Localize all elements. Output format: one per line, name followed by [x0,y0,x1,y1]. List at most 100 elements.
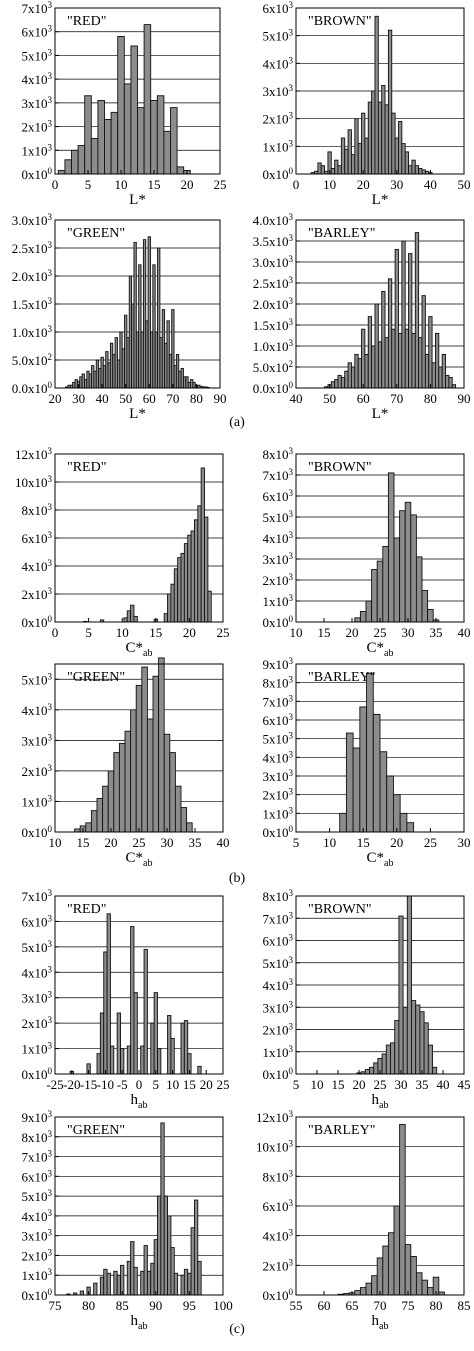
chart-panel-7: 0x100 1x103 2x103 3x103 4x103 5x103 10 15 20 25 30… [22,657,230,869]
histogram-bar [357,143,362,175]
y-tick-label: 5x103 [263,955,294,971]
x-axis-label: L* [372,406,389,422]
y-tick-label: 5.0x102 [253,359,293,375]
y-tick-label: 2x103 [263,1022,294,1038]
histogram-bar [445,374,450,389]
histogram-bar [354,1290,361,1296]
y-tick-label: 4x103 [263,55,294,71]
histogram-bar [106,1272,111,1296]
x-tick-label: 45 [458,1077,471,1092]
histogram-bar [150,1022,155,1075]
histogram-bar [399,812,408,833]
x-tick-label: -20 [63,1077,80,1092]
histogram-bar [404,501,412,623]
histogram-bar [384,337,389,389]
x-tick-label: 10 [323,177,336,192]
histogram-bar [399,510,406,623]
histogram-bar [371,569,378,623]
y-tick-label: 3.5x103 [253,233,294,249]
histogram-bar [130,604,135,623]
histogram-bar [317,162,322,175]
histogram-bar [404,151,410,175]
x-tick-label: 20 [353,1077,366,1092]
x-tick-label: -10 [97,1077,114,1092]
x-tick-label: 75 [402,1298,415,1313]
histogram-bar [414,165,420,175]
plot-frame [54,7,221,175]
histogram-bar [113,752,120,833]
histogram-bar [398,120,403,175]
x-tick-label: 40 [437,1077,450,1092]
histogram-bar [137,107,145,175]
histogram-bar [186,822,193,833]
histogram-bar [381,85,386,175]
y-tick-label: 4.0x103 [253,212,294,228]
y-tick-label: 2x103 [22,763,53,779]
histogram-bar [180,807,188,833]
x-tick-label: 40 [217,835,230,850]
y-tick-label: 6x103 [22,530,53,546]
y-tick-label: 6x103 [263,488,294,504]
y-tick-label: 6x103 [263,933,294,949]
y-tick-label: 10x103 [256,1139,294,1155]
histogram-bar [173,1272,179,1296]
x-tick-label: 20 [181,177,194,192]
x-tick-label: 70 [390,391,403,406]
y-tick-label: 8x103 [263,446,294,462]
chart-title: "BROWN" [308,460,372,475]
histogram-bar [344,148,349,175]
chart-title: "RED" [67,460,106,475]
histogram-bar [382,1245,389,1296]
histogram-bar [170,1247,175,1296]
x-axis-label: C*ab [367,640,394,659]
histogram-bar [401,240,406,389]
histogram-bar [107,770,115,833]
y-tick-label: 0x100 [22,166,53,182]
histogram-bar [150,100,158,175]
y-tick-label: 0x100 [263,614,294,630]
histogram-bar [143,24,152,175]
y-tick-label: 2x103 [263,572,294,588]
x-tick-label: 25 [424,835,437,850]
histogram-bar [382,545,389,623]
histogram-bar [163,130,171,175]
histogram-bar [408,165,413,175]
histogram-bar [167,1015,172,1075]
x-tick-label: 30 [161,835,174,850]
histogram-bar [427,608,434,623]
histogram-bar [418,168,423,175]
histogram-bar [384,104,389,175]
histogram-bar [130,926,135,1075]
x-tick-label: 15 [183,1077,196,1092]
y-tick-label: 5x103 [263,731,294,747]
histogram-bar [135,684,143,833]
y-tick-label: 5.0x102 [12,352,52,368]
x-tick-label: 15 [318,625,331,640]
y-tick-label: 4x103 [22,702,53,718]
x-tick-label: 35 [189,835,202,850]
histogram-bar [133,992,138,1075]
plot-frame [295,663,465,833]
histogram-bar [79,1290,85,1296]
histogram-bar [347,362,352,389]
histogram-bar [364,137,369,175]
histogram-bar [421,590,429,623]
x-tick-label: 5 [293,1077,300,1092]
histogram-bar [64,159,72,175]
y-tick-label: 2x103 [22,1247,53,1263]
y-tick-label: 0x100 [22,1287,53,1303]
y-tick-label: 0x100 [22,1066,53,1082]
x-tick-label: 80 [430,1298,443,1313]
histogram-bar [352,747,361,833]
y-tick-label: 7x103 [263,693,294,709]
y-tick-label: 1x103 [263,1044,294,1060]
y-tick-label: 7x103 [22,0,53,16]
chart-panel-8: 0x100 1x103 2x103 3x103 4x103 5x103 6x103 7x103… [263,656,471,869]
y-tick-label: 4x103 [263,749,294,765]
y-tick-label: 0.0x100 [253,380,294,396]
chart-panel-10: 0x100 1x103 2x103 3x103 4x103 5x103 6x103 7x103… [263,888,471,1111]
x-axis-label: hab [372,1092,389,1111]
x-tick-label: 0 [52,177,59,192]
histogram-bar [197,505,202,623]
